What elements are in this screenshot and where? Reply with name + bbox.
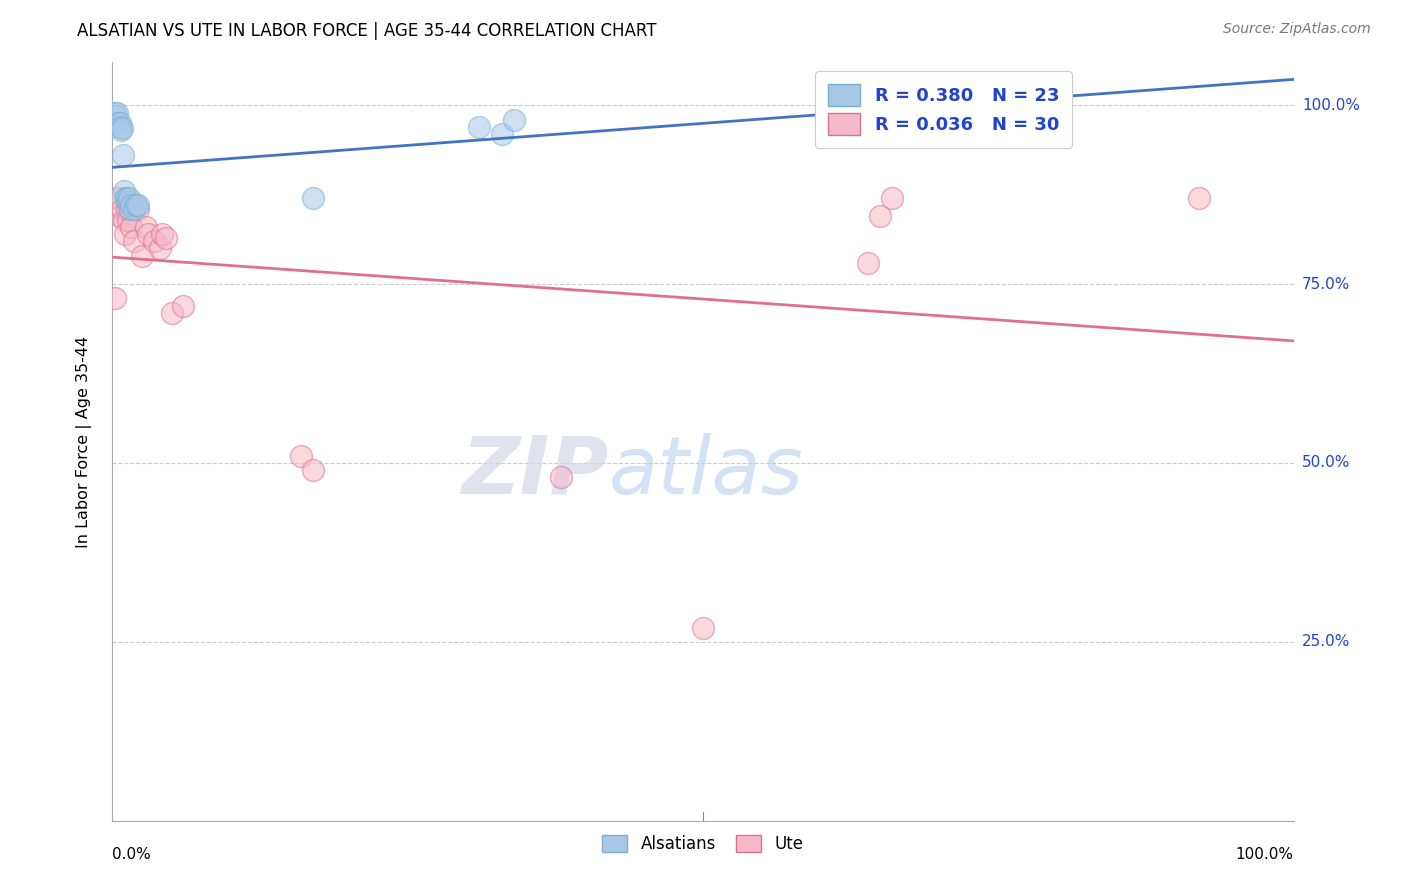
Point xyxy=(692,620,714,634)
Point xyxy=(110,123,132,137)
Point xyxy=(136,227,159,241)
Point xyxy=(491,127,513,141)
Point xyxy=(104,105,127,120)
Point xyxy=(108,120,131,134)
Point xyxy=(112,212,135,227)
Point xyxy=(290,449,312,463)
Point xyxy=(122,202,145,216)
Text: ALSATIAN VS UTE IN LABOR FORCE | AGE 35-44 CORRELATION CHART: ALSATIAN VS UTE IN LABOR FORCE | AGE 35-… xyxy=(77,22,657,40)
Point xyxy=(108,209,131,223)
Point xyxy=(142,234,165,248)
Text: ZIP: ZIP xyxy=(461,433,609,511)
Text: 25.0%: 25.0% xyxy=(1302,634,1350,649)
Legend: Alsatians, Ute: Alsatians, Ute xyxy=(595,827,811,862)
Point xyxy=(115,191,138,205)
Text: 100.0%: 100.0% xyxy=(1302,98,1360,113)
Point xyxy=(135,219,157,234)
Point xyxy=(117,194,139,209)
Point xyxy=(117,212,139,227)
Y-axis label: In Labor Force | Age 35-44: In Labor Force | Age 35-44 xyxy=(76,335,91,548)
Point xyxy=(880,191,903,205)
Text: Source: ZipAtlas.com: Source: ZipAtlas.com xyxy=(1223,22,1371,37)
Point xyxy=(120,219,142,234)
Point xyxy=(104,292,127,306)
Point xyxy=(150,227,173,241)
Point xyxy=(118,191,141,205)
Text: 0.0%: 0.0% xyxy=(112,847,152,863)
Text: 50.0%: 50.0% xyxy=(1302,456,1350,470)
Point xyxy=(114,227,136,241)
Point xyxy=(107,116,129,130)
Point xyxy=(105,105,128,120)
Point xyxy=(120,202,142,216)
Point xyxy=(111,121,134,136)
Point xyxy=(112,184,135,198)
Point xyxy=(120,198,142,212)
Point xyxy=(122,234,145,248)
Point xyxy=(127,202,149,216)
Point xyxy=(105,109,128,123)
Point xyxy=(302,191,325,205)
Point xyxy=(149,241,172,255)
Point xyxy=(155,230,177,244)
Point xyxy=(858,256,880,270)
Point xyxy=(125,198,148,212)
Point xyxy=(160,306,183,320)
Point xyxy=(108,116,131,130)
Point xyxy=(172,299,194,313)
Point xyxy=(120,202,142,216)
Text: atlas: atlas xyxy=(609,433,803,511)
Point xyxy=(302,463,325,477)
Point xyxy=(1188,191,1211,205)
Point xyxy=(550,470,572,484)
Point xyxy=(131,249,153,263)
Text: 75.0%: 75.0% xyxy=(1302,277,1350,292)
Point xyxy=(112,148,135,162)
Point xyxy=(111,202,134,216)
Point xyxy=(114,191,136,205)
Point xyxy=(115,202,138,216)
Point xyxy=(107,191,129,205)
Point xyxy=(869,209,891,223)
Point xyxy=(127,198,149,212)
Text: 100.0%: 100.0% xyxy=(1236,847,1294,863)
Point xyxy=(125,198,148,212)
Point xyxy=(467,120,489,134)
Point xyxy=(503,112,526,127)
